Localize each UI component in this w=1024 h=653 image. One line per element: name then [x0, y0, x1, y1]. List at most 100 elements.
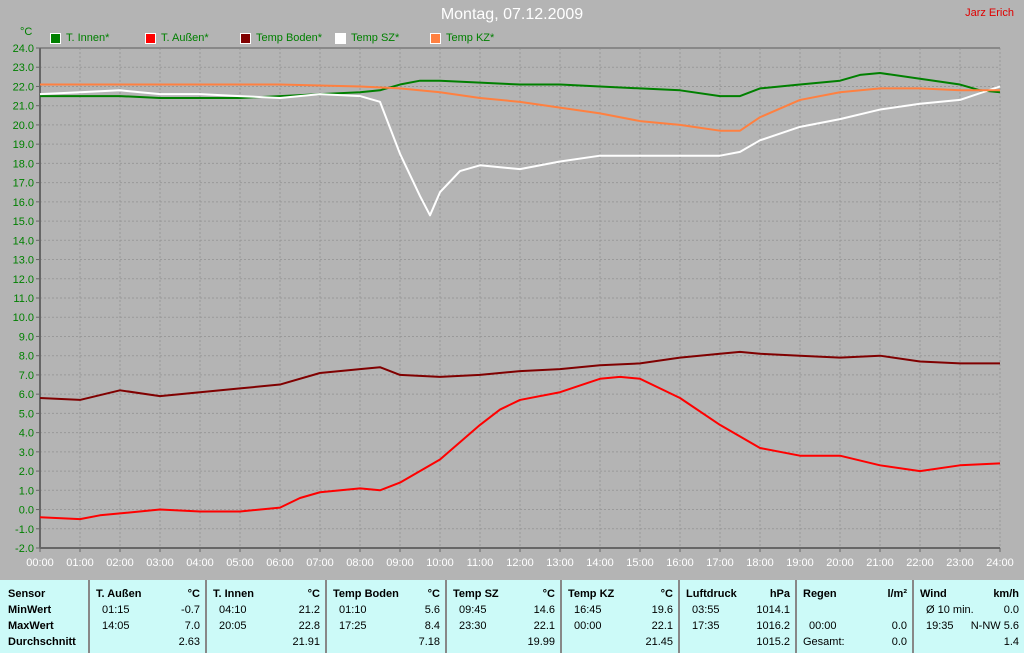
- chart-title: Montag, 07.12.2009: [440, 6, 584, 23]
- row-label: MaxWert: [8, 620, 54, 632]
- legend-swatch: [145, 32, 156, 44]
- x-tick-label: 02:00: [106, 557, 134, 569]
- stats-table: Sensor MinWert MaxWert Durchschnitt T. Außen…: [0, 580, 1024, 653]
- max-value: 22.1: [533, 620, 555, 632]
- y-tick-label: 19.0: [13, 139, 34, 151]
- max-value: 22.8: [298, 620, 320, 632]
- column-unit: hPa: [769, 588, 790, 600]
- y-tick-label: 14.0: [13, 235, 34, 247]
- max-time: 14:05: [102, 620, 130, 632]
- average-value: 21.45: [645, 636, 673, 648]
- average-value: 1015.2: [756, 636, 790, 648]
- row-label: Sensor: [8, 588, 46, 600]
- x-tick-label: 15:00: [626, 557, 654, 569]
- column-unit: °C: [427, 588, 440, 600]
- average-value: 21.91: [292, 636, 320, 648]
- y-tick-label: 22.0: [13, 81, 34, 93]
- column-header: Wind: [920, 588, 947, 600]
- max-value: N-NW 5.6: [970, 620, 1019, 632]
- stats-column: Temp SZ °C 09:45 14.6 23:30 22.1 19.99: [445, 580, 560, 653]
- y-tick-label: 24.0: [13, 43, 34, 55]
- column-header: Luftdruck: [686, 588, 737, 600]
- series-line-2: [39, 350, 1000, 401]
- column-unit: km/h: [993, 588, 1019, 600]
- max-time: 17:35: [692, 620, 720, 632]
- y-tick-label: 18.0: [13, 158, 34, 170]
- y-tick-label: 15.0: [13, 216, 34, 228]
- column-unit: l/m²: [887, 588, 907, 600]
- max-value: 22.1: [651, 620, 673, 632]
- series-line-3: [39, 85, 1001, 217]
- stats-column: T. Innen °C 04:10 21.2 20:05 22.8 21.91: [205, 580, 325, 653]
- column-unit: °C: [660, 588, 673, 600]
- x-tick-label: 09:00: [386, 557, 414, 569]
- max-value: 7.0: [184, 620, 200, 632]
- x-tick-label: 05:00: [226, 557, 254, 569]
- row-label: MinWert: [8, 604, 52, 616]
- author-label: Jarz Erich: [965, 7, 1014, 19]
- column-header: T. Außen: [96, 588, 142, 600]
- min-value: 5.6: [424, 604, 440, 616]
- average-value: 19.99: [527, 636, 555, 648]
- legend-label: Temp SZ*: [351, 32, 400, 44]
- average-value: 2.63: [178, 636, 200, 648]
- x-tick-label: 10:00: [426, 557, 454, 569]
- min-time: 09:45: [459, 604, 487, 616]
- x-tick-label: 04:00: [186, 557, 214, 569]
- legend-swatch: [430, 32, 441, 44]
- average-value: 0.0: [891, 636, 907, 648]
- row-labels: Sensor MinWert MaxWert Durchschnitt: [0, 580, 88, 653]
- y-tick-label: 16.0: [13, 197, 34, 209]
- x-tick-label: 20:00: [826, 557, 854, 569]
- stats-column: T. Außen °C 01:15 -0.7 14:05 7.0 2.63: [88, 580, 205, 653]
- y-tick-label: 6.0: [19, 389, 34, 401]
- y-axis-unit: °C: [20, 26, 33, 38]
- stats-column: Regen l/m² 00:00 0.0 Gesamt: 0.0: [795, 580, 912, 653]
- y-tick-label: 5.0: [19, 408, 34, 420]
- series-line-0: [40, 72, 1001, 99]
- y-tick-label: 11.0: [13, 293, 34, 305]
- max-time: 23:30: [459, 620, 487, 632]
- max-time: 17:25: [339, 620, 367, 632]
- legend-item: Temp Boden*: [240, 32, 322, 44]
- max-value: 1016.2: [756, 620, 790, 632]
- series-line-1: [39, 375, 1001, 521]
- y-tick-label: 12.0: [13, 274, 34, 286]
- min-time: 01:10: [339, 604, 367, 616]
- column-header: Temp SZ: [453, 588, 499, 600]
- min-value: 19.6: [651, 604, 673, 616]
- legend-item: Temp SZ*: [335, 32, 399, 44]
- y-tick-label: -1.0: [15, 524, 34, 536]
- column-unit: °C: [187, 588, 200, 600]
- min-value: 14.6: [533, 604, 555, 616]
- y-tick-label: 4.0: [19, 428, 34, 440]
- x-tick-label: 14:00: [586, 557, 614, 569]
- y-tick-label: 9.0: [19, 331, 34, 343]
- average-value: 1.4: [1003, 636, 1019, 648]
- x-tick-label: 03:00: [146, 557, 174, 569]
- x-tick-label: 19:00: [786, 557, 814, 569]
- stats-column: Temp KZ °C 16:45 19.6 00:00 22.1 21.45: [560, 580, 678, 653]
- y-tick-label: 10.0: [13, 312, 34, 324]
- average-value: 7.18: [418, 636, 440, 648]
- legend-item: Temp KZ*: [430, 32, 494, 44]
- column-header: Temp Boden: [333, 588, 399, 600]
- column-header: Temp KZ: [568, 588, 615, 600]
- legend-swatch: [335, 32, 346, 44]
- y-tick-label: 2.0: [19, 466, 34, 478]
- column-unit: °C: [307, 588, 320, 600]
- x-tick-label: 12:00: [506, 557, 534, 569]
- x-tick-label: 22:00: [906, 557, 934, 569]
- series-line-4: [40, 83, 1000, 132]
- max-time: 20:05: [219, 620, 247, 632]
- y-tick-label: 8.0: [19, 351, 34, 363]
- y-tick-label: 7.0: [19, 370, 34, 382]
- legend-label: T. Innen*: [66, 32, 110, 44]
- x-tick-label: 00:00: [26, 557, 54, 569]
- min-value: 1014.1: [756, 604, 790, 616]
- min-time: 04:10: [219, 604, 247, 616]
- y-tick-label: 20.0: [13, 120, 34, 132]
- x-tick-label: 06:00: [266, 557, 294, 569]
- stats-column: Luftdruck hPa 03:55 1014.1 17:35 1016.2 1015.2: [678, 580, 795, 653]
- y-tick-label: 23.0: [13, 62, 34, 74]
